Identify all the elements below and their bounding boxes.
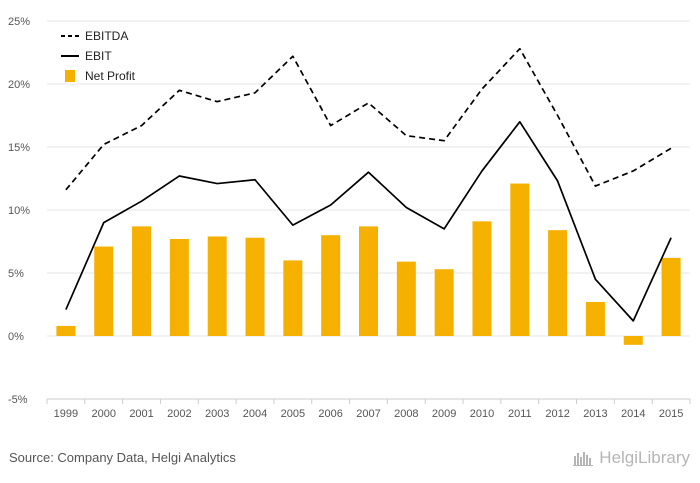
source-note: Source: Company Data, Helgi Analytics	[9, 450, 236, 465]
net-profit-bar	[207, 236, 227, 336]
x-tick-label: 2007	[356, 408, 380, 420]
legend-label-net-profit: Net Profit	[85, 69, 136, 83]
y-tick-label: 20%	[8, 79, 30, 91]
x-tick-label: 2013	[583, 408, 607, 420]
helgi-library-logo: HelgiLibrary	[573, 448, 690, 468]
y-tick-label: 5%	[8, 268, 24, 280]
x-tick-label: 2003	[205, 408, 229, 420]
net-profit-bar	[245, 237, 265, 336]
net-profit-bar	[94, 246, 114, 336]
ebitda-line	[65, 47, 672, 191]
net-profit-bar	[623, 336, 643, 345]
x-tick-label: 2014	[621, 408, 645, 420]
y-tick-label: 10%	[8, 205, 30, 217]
net-profit-bar	[321, 235, 341, 336]
axes: -5% 0% 5% 10% 15% 20% 25% 1999 2000 2001 2002 2003 2…	[8, 16, 691, 420]
x-tick-label: 2005	[281, 408, 305, 420]
net-profit-bar	[472, 221, 492, 336]
net-profit-bar	[661, 257, 681, 336]
x-tick-label: 1999	[54, 408, 78, 420]
net-profit-bar	[169, 238, 189, 336]
line-series	[65, 47, 672, 322]
x-tick-label: 2011	[508, 408, 532, 420]
x-tick-label: 2015	[659, 408, 683, 420]
ebit-line	[65, 120, 672, 322]
x-tick-label: 2008	[394, 408, 418, 420]
net-profit-bar	[510, 183, 530, 336]
net-profit-bar	[283, 260, 303, 336]
net-profit-bar	[56, 325, 76, 336]
legend: EBITDA EBIT Net Profit	[61, 29, 136, 83]
legend-swatch-net-profit	[65, 70, 75, 82]
x-tick-label: 2000	[91, 408, 115, 420]
y-tick-label: 0%	[8, 331, 24, 343]
logo-text: HelgiLibrary	[599, 448, 690, 467]
x-tick-label: 2010	[470, 408, 494, 420]
legend-label-ebitda: EBITDA	[85, 29, 128, 43]
net-profit-bar	[359, 226, 378, 336]
x-tick-label: 2006	[318, 408, 342, 420]
y-tick-label: 25%	[8, 16, 30, 28]
gridlines	[47, 20, 690, 400]
net-profit-bar	[585, 301, 605, 336]
net-profit-bar	[132, 226, 152, 336]
net-profit-bar	[434, 269, 454, 336]
net-profit-bar	[548, 230, 568, 336]
x-tick-label: 2012	[545, 408, 569, 420]
net-profit-bar	[396, 261, 416, 336]
x-tick-label: 2009	[432, 408, 456, 420]
x-tick-label: 2002	[167, 408, 191, 420]
net-profit-bars	[56, 183, 681, 345]
y-tick-label: 15%	[8, 142, 30, 154]
x-tick-label: 2001	[129, 408, 153, 420]
chart-svg: -5% 0% 5% 10% 15% 20% 25% 1999 2000 2001 2002 2003 2…	[8, 16, 691, 420]
y-tick-label: -5%	[8, 394, 28, 406]
x-tick-label: 2004	[243, 408, 267, 420]
helgi-library-logo-icon	[573, 452, 594, 466]
legend-label-ebit: EBIT	[85, 49, 112, 63]
